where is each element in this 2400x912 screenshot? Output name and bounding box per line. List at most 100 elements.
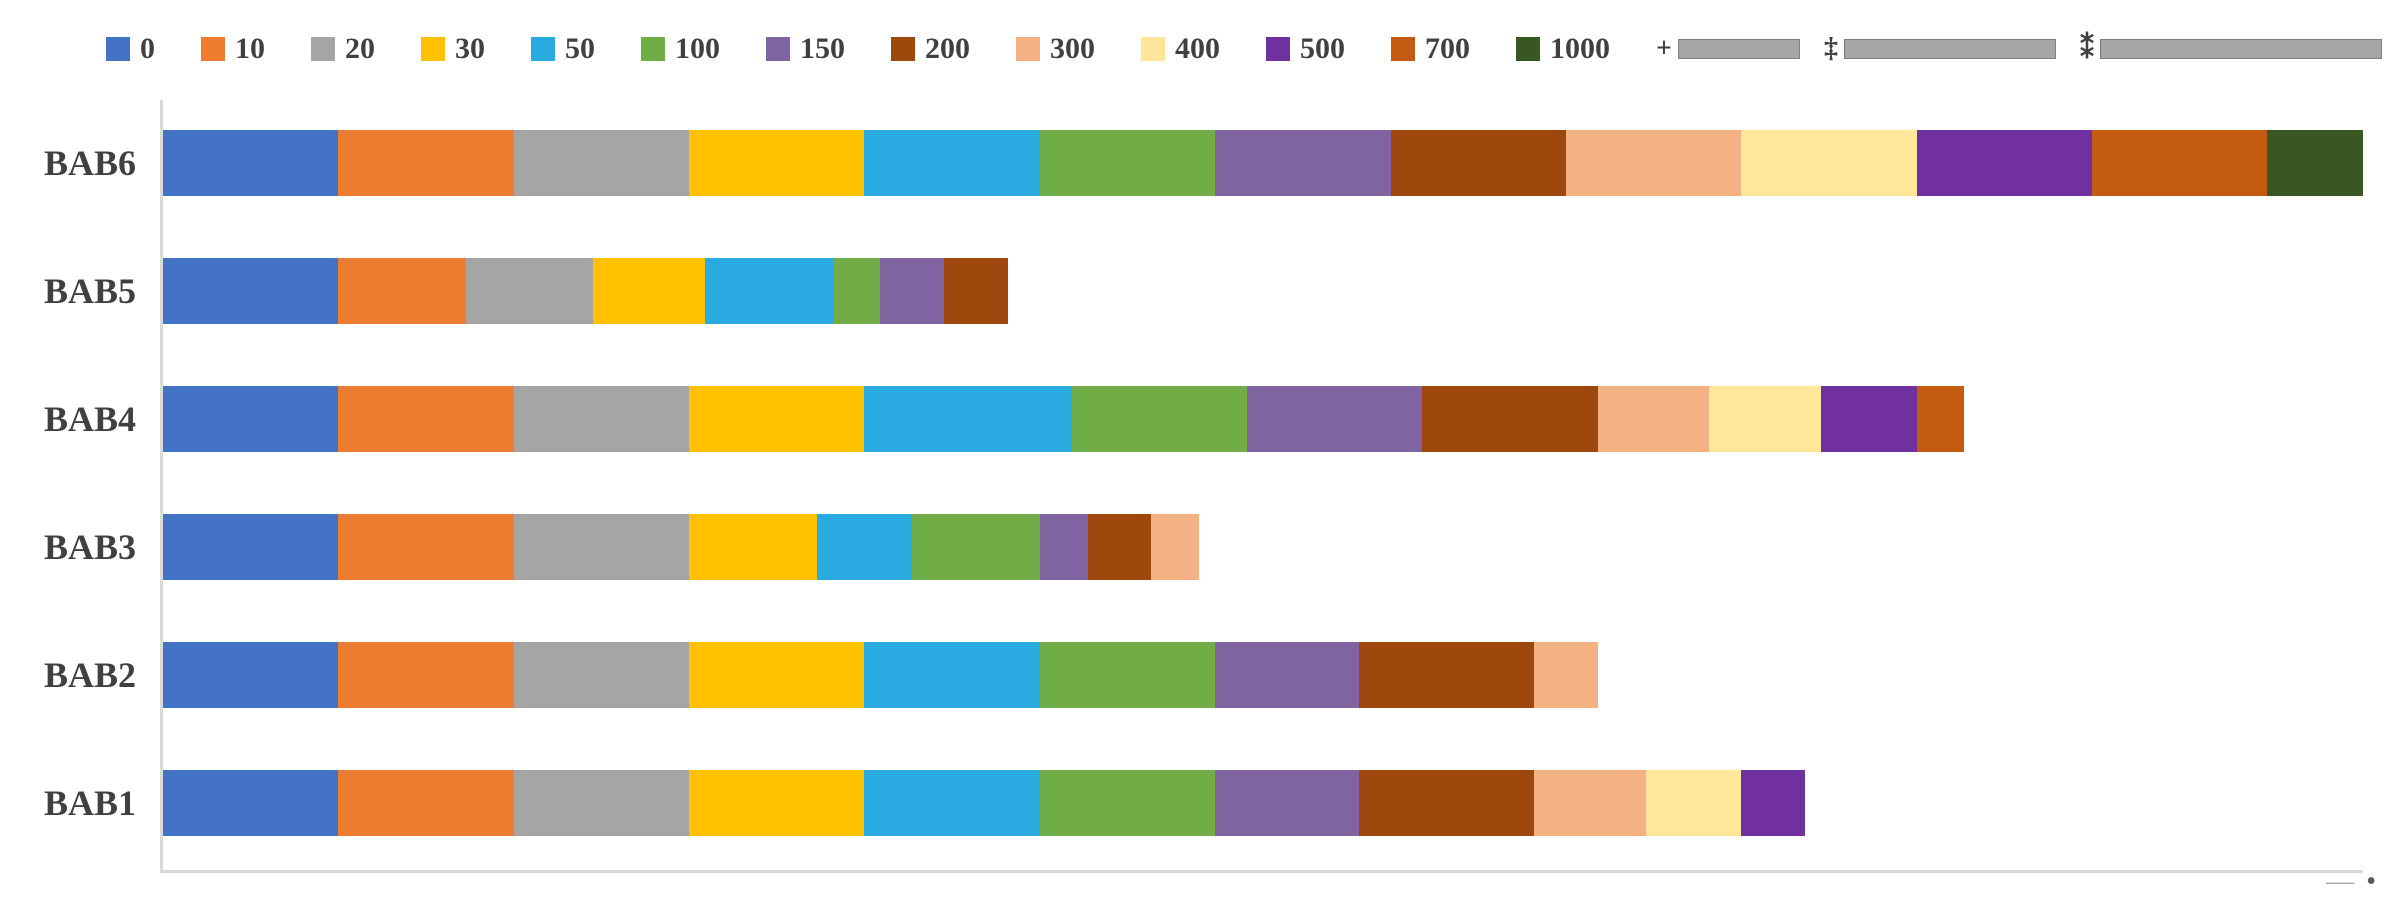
bar-segment-bab6-100 bbox=[1040, 130, 1215, 196]
bar-segment-bab6-400 bbox=[1741, 130, 1916, 196]
legend-swatch-icon bbox=[1266, 37, 1290, 61]
bar-row-bab3 bbox=[163, 514, 1199, 580]
legend-item-0: 0 bbox=[106, 32, 155, 66]
bar-segment-bab2-20 bbox=[514, 642, 689, 708]
legend-item-700: 700 bbox=[1391, 32, 1470, 66]
legend-glyph-icon: + bbox=[1656, 33, 1672, 65]
legend-label: 300 bbox=[1050, 32, 1095, 66]
bar-row-bab2 bbox=[163, 642, 1598, 708]
legend-glyph-icon: ‡ bbox=[1824, 33, 1838, 65]
bar-segment-bab4-30 bbox=[689, 386, 864, 452]
bar-segment-bab5-100 bbox=[833, 258, 881, 324]
bar-segment-bab2-50 bbox=[864, 642, 1039, 708]
y-label-bab2: BAB2 bbox=[0, 642, 136, 708]
bar-segment-bab4-500 bbox=[1821, 386, 1917, 452]
bar-segment-bab4-0 bbox=[163, 386, 338, 452]
bar-row-bab6 bbox=[163, 130, 2363, 196]
legend-swatch-icon bbox=[891, 37, 915, 61]
legend-item-10: 10 bbox=[201, 32, 265, 66]
legend-item-100: 100 bbox=[641, 32, 720, 66]
bar-segment-bab5-0 bbox=[163, 258, 338, 324]
bar-segment-bab5-150 bbox=[880, 258, 944, 324]
legend-item-200: 200 bbox=[891, 32, 970, 66]
legend-item-500: 500 bbox=[1266, 32, 1345, 66]
legend-extra-1: ‡ bbox=[1824, 33, 2056, 65]
legend-swatch-icon bbox=[1016, 37, 1040, 61]
bar-segment-bab6-200 bbox=[1391, 130, 1566, 196]
bar-segment-bab1-10 bbox=[338, 770, 513, 836]
bar-segment-bab1-20 bbox=[514, 770, 689, 836]
bar-segment-bab2-300 bbox=[1534, 642, 1598, 708]
bar-segment-bab6-1000 bbox=[2267, 130, 2363, 196]
y-label-bab4: BAB4 bbox=[0, 386, 136, 452]
bar-segment-bab3-0 bbox=[163, 514, 338, 580]
legend-swatch-icon bbox=[421, 37, 445, 61]
legend-label: 700 bbox=[1425, 32, 1470, 66]
legend-swatch-icon bbox=[531, 37, 555, 61]
legend-range-bar-icon bbox=[1844, 39, 2056, 59]
bar-segment-bab2-200 bbox=[1359, 642, 1534, 708]
bar-segment-bab1-0 bbox=[163, 770, 338, 836]
bar-segment-bab6-300 bbox=[1566, 130, 1741, 196]
bar-segment-bab1-500 bbox=[1741, 770, 1805, 836]
legend-label: 100 bbox=[675, 32, 720, 66]
legend-range-bar-icon bbox=[1678, 39, 1800, 59]
legend-label: 500 bbox=[1300, 32, 1345, 66]
legend-swatch-icon bbox=[201, 37, 225, 61]
legend-item-50: 50 bbox=[531, 32, 595, 66]
bar-segment-bab3-200 bbox=[1088, 514, 1152, 580]
bar-segment-bab4-300 bbox=[1598, 386, 1710, 452]
legend-label: 1000 bbox=[1550, 32, 1610, 66]
bar-segment-bab6-0 bbox=[163, 130, 338, 196]
plot-area bbox=[160, 100, 2363, 873]
bar-segment-bab4-50 bbox=[864, 386, 1071, 452]
bar-segment-bab4-100 bbox=[1072, 386, 1247, 452]
y-label-bab5: BAB5 bbox=[0, 258, 136, 324]
legend-extra-0: + bbox=[1656, 33, 1800, 65]
legend-item-300: 300 bbox=[1016, 32, 1095, 66]
bar-segment-bab1-400 bbox=[1646, 770, 1742, 836]
legend-swatch-icon bbox=[311, 37, 335, 61]
bar-segment-bab5-20 bbox=[466, 258, 594, 324]
bar-segment-bab6-20 bbox=[514, 130, 689, 196]
bar-row-bab1 bbox=[163, 770, 1805, 836]
bar-segment-bab3-20 bbox=[514, 514, 689, 580]
legend: 0102030501001502003004005007001000+‡⁑ bbox=[106, 34, 2400, 64]
bar-segment-bab1-50 bbox=[864, 770, 1039, 836]
bar-segment-bab3-150 bbox=[1040, 514, 1088, 580]
bar-segment-bab4-200 bbox=[1422, 386, 1597, 452]
legend-label: 150 bbox=[800, 32, 845, 66]
legend-glyph-icon: ⁑ bbox=[2080, 32, 2094, 66]
bar-row-bab5 bbox=[163, 258, 1008, 324]
bar-segment-bab5-10 bbox=[338, 258, 466, 324]
legend-label: 10 bbox=[235, 32, 265, 66]
bar-segment-bab3-50 bbox=[817, 514, 913, 580]
legend-item-400: 400 bbox=[1141, 32, 1220, 66]
y-axis-labels: BAB6BAB5BAB4BAB3BAB2BAB1 bbox=[0, 100, 150, 870]
legend-swatch-icon bbox=[1391, 37, 1415, 61]
bar-segment-bab5-50 bbox=[705, 258, 833, 324]
legend-swatch-icon bbox=[641, 37, 665, 61]
bar-segment-bab2-150 bbox=[1215, 642, 1358, 708]
stacked-bar-figure: 0102030501001502003004005007001000+‡⁑ BA… bbox=[0, 0, 2400, 912]
legend-item-150: 150 bbox=[766, 32, 845, 66]
legend-item-20: 20 bbox=[311, 32, 375, 66]
y-label-bab3: BAB3 bbox=[0, 514, 136, 580]
legend-label: 200 bbox=[925, 32, 970, 66]
bar-segment-bab3-10 bbox=[338, 514, 513, 580]
legend-range-bar-icon bbox=[2100, 39, 2382, 59]
bar-segment-bab2-0 bbox=[163, 642, 338, 708]
legend-label: 400 bbox=[1175, 32, 1220, 66]
bar-segment-bab1-200 bbox=[1359, 770, 1534, 836]
legend-label: 0 bbox=[140, 32, 155, 66]
bar-segment-bab4-10 bbox=[338, 386, 513, 452]
legend-extra-2: ⁑ bbox=[2080, 32, 2382, 66]
bar-segment-bab6-700 bbox=[2092, 130, 2267, 196]
bar-segment-bab1-150 bbox=[1215, 770, 1358, 836]
bar-segment-bab3-100 bbox=[912, 514, 1040, 580]
legend-swatch-icon bbox=[106, 37, 130, 61]
bar-segment-bab5-200 bbox=[944, 258, 1008, 324]
bar-segment-bab2-10 bbox=[338, 642, 513, 708]
bar-segment-bab3-300 bbox=[1151, 514, 1199, 580]
legend-swatch-icon bbox=[1516, 37, 1540, 61]
